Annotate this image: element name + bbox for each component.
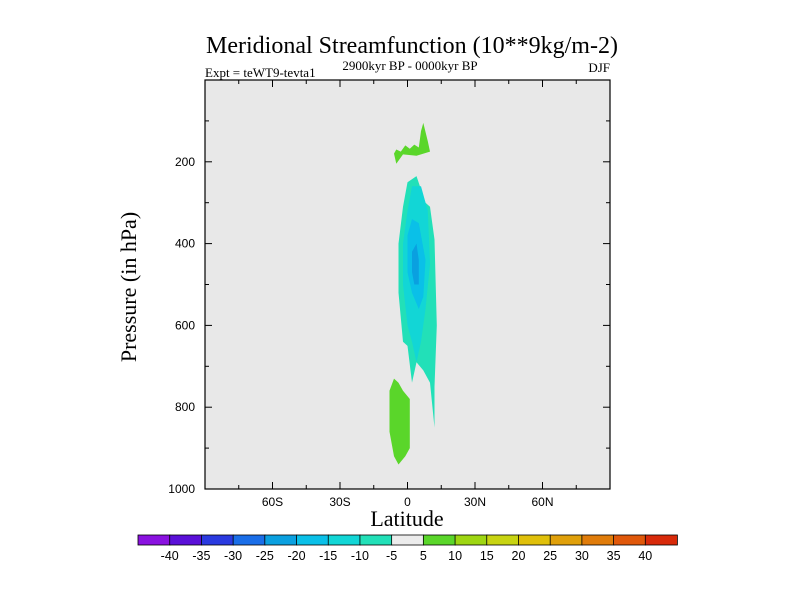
- colorbar-box-12: [518, 534, 551, 546]
- x-tick-label-60: 60N: [531, 495, 553, 509]
- y-tick-label-1000: 1000: [168, 482, 195, 496]
- right-subtitle: DJF: [588, 60, 610, 75]
- x-axis: 60S 30S 0 30N 60N: [238, 80, 577, 509]
- colorbar-box-3: [232, 534, 266, 546]
- colorbar-label-4: -20: [287, 549, 305, 563]
- y-tick-label-400: 400: [175, 237, 195, 251]
- colorbar-box-13: [549, 534, 583, 546]
- tropical-negative-cell-core: [412, 243, 419, 285]
- lower-tropical-positive-cell: [389, 378, 410, 465]
- colorbar: -40 -35 -30 -25 -20 -15 -10 -5 5 10 15 20 25 30 35 40: [137, 534, 678, 563]
- y-tick-label-200: 200: [175, 155, 195, 169]
- colorbar-label-3: -25: [256, 549, 274, 563]
- y-axis: 200 400 600 800 1000: [168, 120, 610, 496]
- chart-title: Meridional Streamfunction (10**9kg/m-2): [206, 33, 618, 59]
- x-tick-label-0: 0: [404, 495, 411, 509]
- colorbar-box-0: [137, 534, 171, 546]
- y-tick-label-800: 800: [175, 400, 195, 414]
- colorbar-label-0: -40: [161, 549, 179, 563]
- center-subtitle: 2900kyr BP - 0000kyr BP: [342, 58, 477, 73]
- colorbar-label-7: -5: [386, 549, 397, 563]
- x-axis-label: Latitude: [370, 506, 443, 531]
- colorbar-box-9: [422, 534, 456, 546]
- x-tick-label--30: 30S: [329, 495, 350, 509]
- contour-regions: [389, 122, 437, 465]
- colorbar-label-13: 30: [575, 549, 589, 563]
- colorbar-label-8: 5: [420, 549, 427, 563]
- colorbar-box-10: [454, 534, 488, 546]
- colorbar-box-7: [359, 534, 393, 546]
- colorbar-box-1: [169, 534, 203, 546]
- x-tick-label-30: 30N: [464, 495, 486, 509]
- colorbar-box-2: [201, 534, 234, 546]
- colorbar-box-16: [644, 534, 678, 546]
- x-tick-label--60: 60S: [262, 495, 283, 509]
- colorbar-label-11: 20: [512, 549, 526, 563]
- y-tick-label-600: 600: [175, 318, 195, 332]
- colorbar-label-15: 40: [638, 549, 652, 563]
- colorbar-box-5: [296, 534, 330, 546]
- colorbar-label-1: -35: [192, 549, 210, 563]
- colorbar-label-12: 25: [543, 549, 557, 563]
- colorbar-label-14: 35: [607, 549, 621, 563]
- colorbar-box-6: [327, 534, 361, 546]
- colorbar-label-9: 10: [448, 549, 462, 563]
- colorbar-label-6: -10: [351, 549, 369, 563]
- colorbar-box-4: [264, 534, 298, 546]
- colorbar-label-10: 15: [480, 549, 494, 563]
- left-subtitle: Expt = teWT9-tevta1: [205, 65, 316, 80]
- colorbar-box-15: [613, 534, 647, 546]
- colorbar-label-2: -30: [224, 549, 242, 563]
- colorbar-box-8: [391, 534, 425, 546]
- upper-tropical-positive-cell: [394, 122, 430, 164]
- colorbar-label-5: -15: [319, 549, 337, 563]
- colorbar-box-11: [486, 534, 520, 546]
- y-axis-label: Pressure (in hPa): [116, 212, 141, 362]
- colorbar-box-14: [581, 534, 615, 546]
